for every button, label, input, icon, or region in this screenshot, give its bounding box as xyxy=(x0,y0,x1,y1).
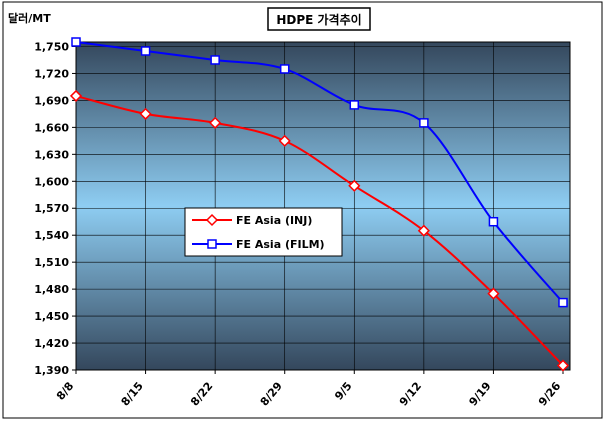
y-tick-label: 1,630 xyxy=(34,148,69,161)
data-point-square xyxy=(210,55,220,65)
y-tick-label: 1,750 xyxy=(34,40,69,53)
data-point-square xyxy=(140,46,151,56)
y-axis-ticks: 1,390 1,420 1,450 1,480 1,510 1,540 1,570 1,600… xyxy=(34,40,76,377)
y-tick-label: 1,420 xyxy=(34,337,69,350)
data-point-diamond xyxy=(278,134,291,147)
y-tick-label: 1,510 xyxy=(34,256,69,269)
chart-title: HDPE 가격추이 xyxy=(276,12,361,27)
data-point-square xyxy=(71,37,81,47)
data-point-square xyxy=(419,118,429,128)
data-point-square xyxy=(558,297,568,308)
legend-marker-film xyxy=(207,239,217,249)
y-tick-label: 1,540 xyxy=(34,229,69,242)
data-point-diamond xyxy=(348,179,361,192)
data-point-square xyxy=(279,64,290,74)
title-box xyxy=(267,7,371,31)
y-tick-label: 1,450 xyxy=(34,310,69,323)
data-point-diamond xyxy=(487,287,500,300)
y-tick-label: 1,660 xyxy=(34,121,69,134)
y-axis-label: 달러/MT xyxy=(8,11,51,25)
data-point-square xyxy=(488,216,499,227)
data-point-diamond xyxy=(417,224,430,237)
plot-area xyxy=(75,41,571,371)
data-point-diamond xyxy=(556,359,570,372)
y-tick-label: 1,390 xyxy=(34,364,69,377)
y-tick-label: 1,720 xyxy=(34,67,69,80)
legend-label-film: FE Asia (FILM) xyxy=(236,238,325,251)
y-tick-label: 1,480 xyxy=(34,283,69,296)
y-tick-label: 1,690 xyxy=(34,94,69,107)
legend-marker-inj xyxy=(205,213,219,227)
y-tick-label: 1,570 xyxy=(34,202,69,215)
data-point-diamond xyxy=(69,89,83,102)
data-point-diamond xyxy=(139,107,152,120)
series-layer xyxy=(69,37,570,372)
legend-label-inj: FE Asia (INJ) xyxy=(236,214,312,227)
gridlines xyxy=(76,42,570,371)
data-point-square xyxy=(349,100,360,110)
data-point-diamond xyxy=(209,116,222,129)
legend: FE Asia (INJ) FE Asia (FILM) xyxy=(184,207,343,257)
y-tick-label: 1,600 xyxy=(34,175,69,188)
